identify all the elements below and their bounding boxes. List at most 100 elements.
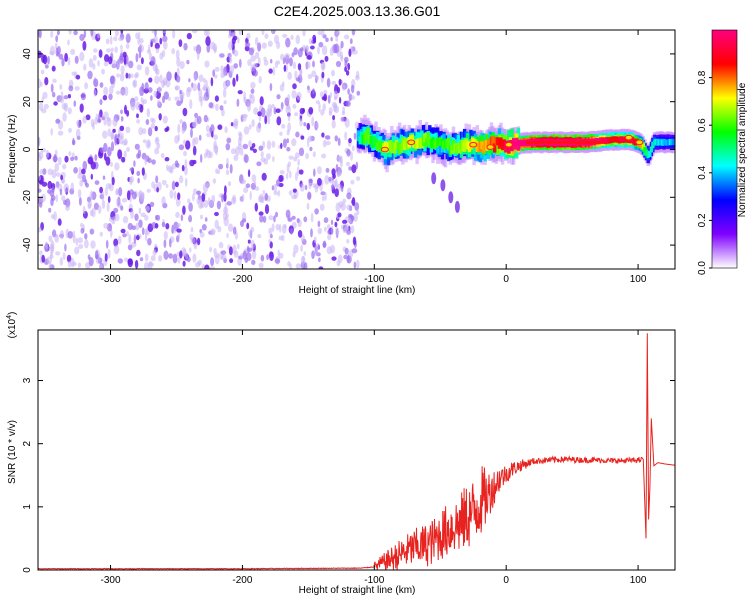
noise-blob (110, 161, 113, 167)
noise-blob (99, 231, 104, 237)
noise-blob (232, 35, 238, 41)
noise-blob (255, 51, 260, 59)
noise-blob (313, 168, 316, 177)
noise-blob (348, 48, 352, 57)
noise-blob (159, 74, 163, 84)
noise-blob (106, 202, 110, 212)
noise-blob (57, 130, 64, 136)
noise-blob (340, 159, 343, 168)
noise-blob (214, 145, 219, 156)
noise-blob (189, 99, 193, 110)
noise-blob (292, 61, 297, 70)
ridge-peak (469, 141, 478, 148)
noise-blob (230, 148, 236, 155)
noise-blob (321, 71, 325, 79)
noise-blob (257, 234, 262, 239)
secondary-trace-blob (431, 172, 437, 185)
ridge-core (410, 134, 415, 145)
noise-blob (113, 36, 118, 42)
noise-blob (156, 142, 161, 149)
noise-blob (77, 237, 83, 244)
noise-blob (313, 236, 317, 244)
noise-blob (110, 141, 115, 152)
noise-blob (117, 149, 123, 160)
noise-blob (191, 30, 198, 34)
noise-blob (313, 37, 317, 43)
noise-blob (163, 250, 169, 260)
ridge-core (423, 133, 427, 143)
noise-blob (108, 93, 113, 101)
noise-blob (94, 154, 98, 162)
noise-blob (264, 192, 269, 201)
noise-blob (144, 156, 147, 166)
noise-blob (325, 37, 329, 42)
noise-blob (98, 49, 103, 58)
noise-blob (258, 114, 262, 122)
noise-blob (243, 187, 249, 194)
noise-blob (97, 205, 102, 214)
noise-blob (202, 96, 208, 102)
noise-blob (93, 78, 99, 87)
noise-blob (57, 156, 62, 166)
noise-blob (107, 146, 112, 157)
noise-blob (55, 251, 61, 256)
noise-blob (254, 202, 258, 212)
noise-blob (294, 70, 298, 80)
snr-x-axis-label: Height of straight line (km) (299, 585, 416, 596)
noise-blob (308, 107, 314, 115)
noise-blob (120, 44, 123, 50)
noise-blob (135, 234, 140, 241)
noise-blob (217, 124, 223, 130)
colorbar-tick-label: 0.2 (697, 213, 708, 227)
noise-blob (302, 30, 306, 37)
noise-blob (317, 30, 323, 36)
noise-blob (228, 41, 233, 51)
noise-blob (245, 183, 251, 188)
noise-blob (181, 164, 185, 172)
noise-blob (344, 34, 350, 40)
noise-blob (38, 188, 42, 193)
noise-blob (174, 160, 179, 168)
noise-blob (228, 223, 234, 232)
noise-blob (80, 222, 84, 228)
snr-panel: -300 -200 -100 0 100 0 1 2 3 Height of straight… (6, 312, 676, 596)
noise-blob (270, 58, 273, 64)
snr-plot-area (38, 330, 675, 570)
noise-blob (68, 151, 72, 157)
noise-blob (243, 179, 246, 184)
noise-blob (281, 123, 286, 129)
noise-blob (258, 195, 263, 203)
noise-blob (291, 52, 295, 58)
noise-blob (351, 164, 357, 174)
noise-blob (253, 180, 257, 187)
noise-blob (154, 75, 160, 84)
noise-blob (188, 78, 191, 83)
noise-blob (80, 168, 86, 175)
noise-blob (103, 86, 109, 96)
noise-blob (340, 40, 344, 49)
noise-blob (271, 103, 275, 109)
noise-blob (296, 166, 300, 177)
noise-blob (251, 249, 257, 260)
noise-blob (318, 41, 324, 48)
noise-blob (115, 188, 119, 195)
noise-blob (88, 257, 94, 267)
noise-blob (262, 140, 266, 149)
noise-blob (145, 119, 150, 125)
noise-blob (226, 201, 232, 206)
noise-blob (257, 57, 261, 66)
noise-blob (350, 84, 355, 94)
noise-blob (248, 140, 252, 148)
noise-blob (144, 66, 150, 76)
noise-blob (296, 218, 300, 223)
snr-x-tick-label: -200 (232, 575, 252, 586)
noise-blob (203, 83, 206, 92)
noise-blob (281, 234, 285, 242)
noise-blob (181, 127, 186, 134)
noise-blob (348, 166, 353, 171)
noise-blob (110, 47, 114, 53)
noise-blob (89, 209, 94, 217)
noise-blob (262, 189, 265, 195)
noise-blob (266, 254, 269, 260)
noise-blob (135, 53, 139, 63)
